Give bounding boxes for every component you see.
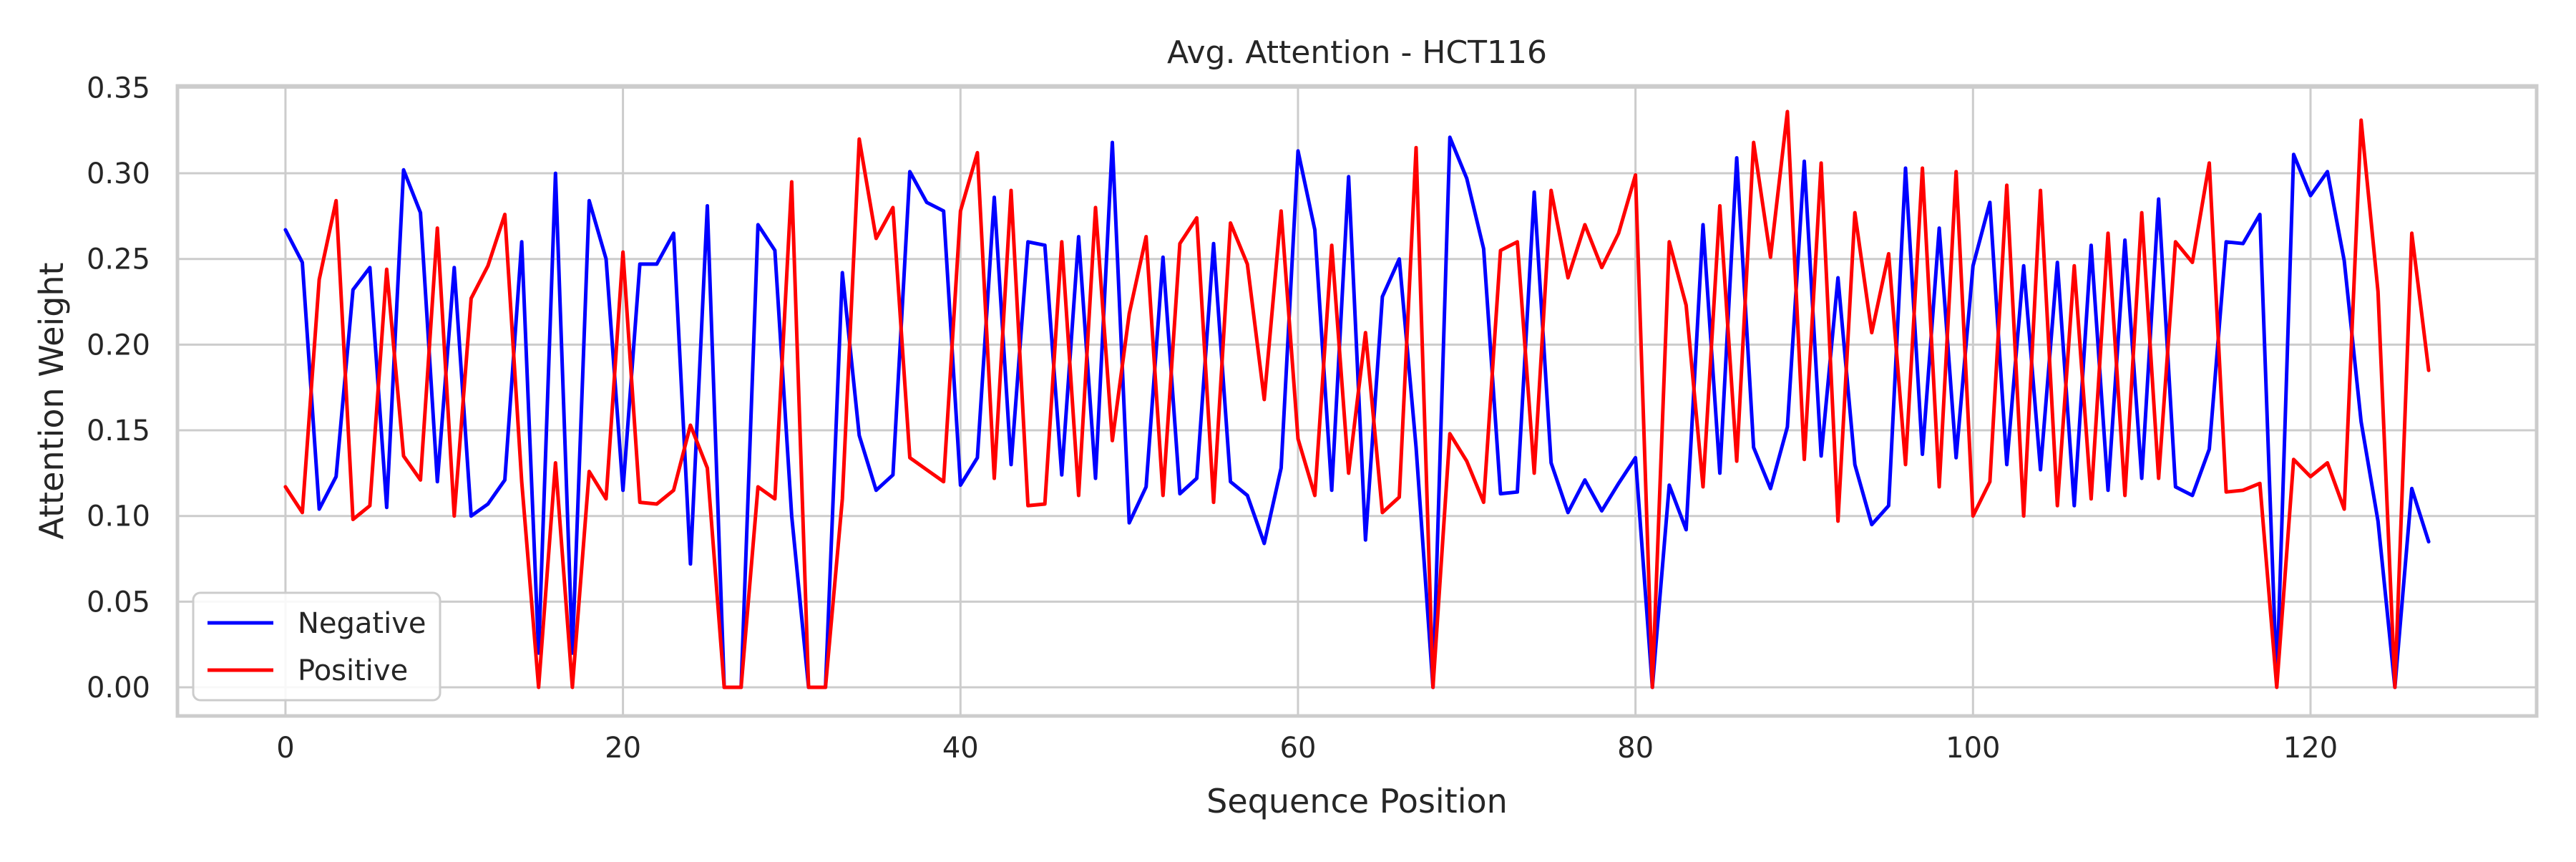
x-tick-label: 20 [605,732,641,765]
legend: Negative Positive [192,591,441,702]
y-tick-label: 0.35 [87,72,150,105]
x-axis-ticks: 0 20 40 60 80 100 120 [276,732,2338,765]
chart-title: Avg. Attention - HCT116 [1167,34,1547,71]
x-tick-label: 100 [1946,732,2000,765]
legend-label-positive: Positive [298,654,408,687]
x-tick-label: 120 [2283,732,2338,765]
y-tick-label: 0.05 [87,586,150,619]
x-tick-label: 0 [276,732,294,765]
series-layer [283,110,2431,689]
legend-box [192,591,441,702]
x-tick-label: 60 [1280,732,1317,765]
series-line-positive [283,110,2431,689]
series-line-negative [283,135,2431,689]
y-tick-label: 0.20 [87,329,150,362]
y-axis-ticks: 0.00 0.05 0.10 0.15 0.20 0.25 0.30 0.35 [87,72,150,704]
y-tick-label: 0.30 [87,158,150,190]
plot-frame [175,84,2539,718]
y-tick-label: 0.00 [87,672,150,704]
legend-label-negative: Negative [298,607,426,640]
x-axis-label: Sequence Position [1206,782,1508,820]
y-tick-label: 0.25 [87,243,150,276]
x-tick-label: 40 [942,732,979,765]
y-tick-label: 0.15 [87,415,150,447]
y-axis-label: Attention Weight [32,262,71,539]
y-tick-label: 0.10 [87,500,150,533]
x-tick-label: 80 [1617,732,1654,765]
